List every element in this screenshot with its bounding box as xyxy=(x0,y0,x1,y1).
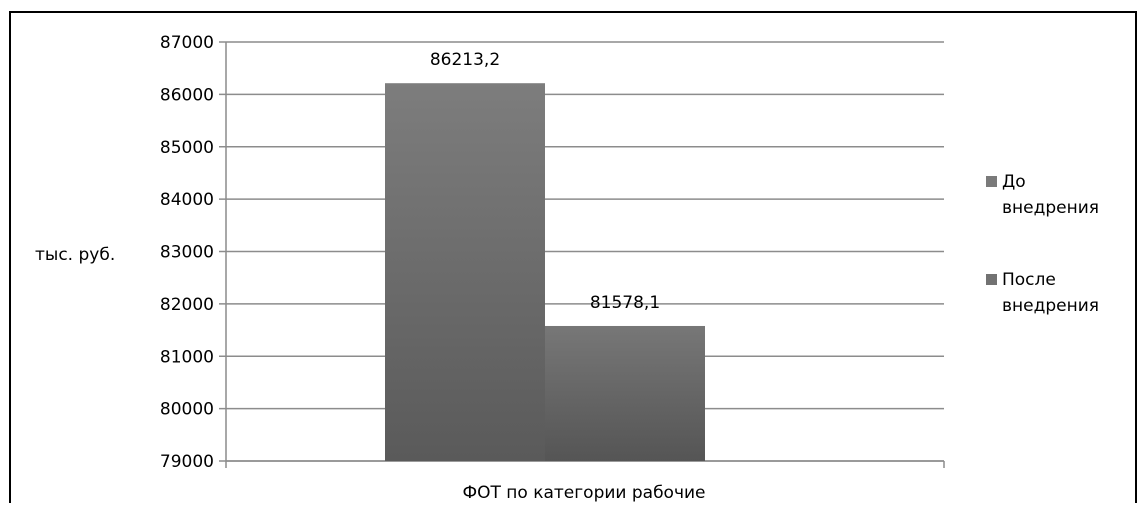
y-tick-label: 82000 xyxy=(160,295,214,315)
bar-series-1 xyxy=(545,325,705,461)
x-category-label: ФОТ по категории рабочие xyxy=(462,483,705,503)
y-axis-title: тыс. руб. xyxy=(35,245,115,265)
data-labels: 86213,2 81578,1 xyxy=(430,50,660,313)
legend: До внедрения После внедрения xyxy=(986,172,1099,316)
legend-swatch-series-0 xyxy=(986,176,997,187)
y-tick-label: 81000 xyxy=(160,347,214,367)
data-label-series-0: 86213,2 xyxy=(430,50,500,70)
y-tick-label: 87000 xyxy=(160,33,214,53)
bar-series-0 xyxy=(385,83,545,461)
y-tick-label: 83000 xyxy=(160,243,214,263)
y-tick-label: 84000 xyxy=(160,190,214,210)
data-label-series-1: 81578,1 xyxy=(590,293,660,313)
y-tick-label: 80000 xyxy=(160,400,214,420)
y-tick-labels: 79000 80000 81000 82000 83000 84000 85000 86000… xyxy=(160,33,214,472)
y-tick-label: 79000 xyxy=(160,452,214,472)
y-tick-label: 85000 xyxy=(160,138,214,158)
chart-frame xyxy=(9,11,1137,503)
legend-label-series-0: До внедрения xyxy=(1002,172,1099,218)
legend-label-series-1: После внедрения xyxy=(1002,270,1099,316)
legend-swatch-series-1 xyxy=(986,274,997,285)
y-tick-label: 86000 xyxy=(160,85,214,105)
bars xyxy=(385,83,705,461)
